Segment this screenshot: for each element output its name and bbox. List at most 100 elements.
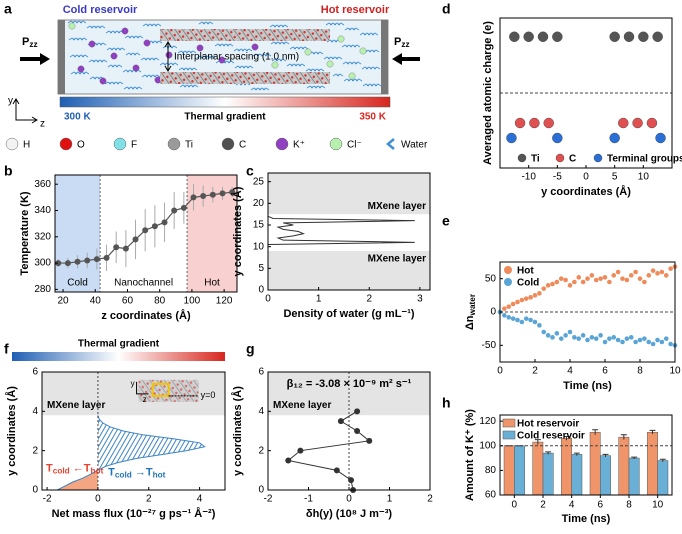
point <box>354 428 361 434</box>
label: Thermal gradient <box>184 112 266 123</box>
point <box>572 335 577 340</box>
point <box>668 266 673 271</box>
y-tick-label: 60 <box>485 490 497 501</box>
x-tick-label: 0 <box>95 494 101 505</box>
y-tick-label: 0 <box>258 285 264 296</box>
x-tick-label: 2 <box>366 294 372 305</box>
legend-marker <box>5 137 19 151</box>
x-tick-label: 0 <box>346 494 352 505</box>
point <box>642 279 647 285</box>
annotation-part: cold <box>53 467 70 476</box>
point <box>93 256 100 263</box>
point <box>580 279 586 285</box>
point <box>209 191 216 198</box>
point <box>502 306 507 311</box>
water-molecule <box>279 58 287 62</box>
water-molecule <box>99 42 107 46</box>
point <box>598 333 603 338</box>
point <box>200 193 207 200</box>
y-tick-label: 120 <box>479 416 496 427</box>
point <box>638 31 649 42</box>
point <box>506 132 517 144</box>
x-tick-label: -5 <box>553 172 562 183</box>
label: Cl⁻ <box>347 140 362 151</box>
water-molecule <box>301 46 309 50</box>
inset-axes <box>136 381 149 395</box>
bar <box>561 438 572 496</box>
point <box>637 276 643 281</box>
point <box>663 336 669 341</box>
x-tick-label: 10 <box>669 366 681 377</box>
ion <box>99 77 107 85</box>
plot-frame <box>499 414 673 496</box>
error-bar <box>592 429 599 435</box>
point <box>219 190 226 197</box>
y-tick-label: 0 <box>490 307 496 318</box>
point <box>333 467 340 474</box>
point <box>611 273 617 278</box>
point <box>552 132 563 144</box>
label: z <box>40 119 45 130</box>
y-tick-label: -50 <box>482 340 497 351</box>
x-tick-label: 1 <box>316 294 322 305</box>
point <box>580 333 586 338</box>
point <box>74 258 81 265</box>
point <box>190 194 197 201</box>
point <box>624 277 630 283</box>
point <box>589 335 595 340</box>
ion <box>77 65 85 73</box>
panel-label: h <box>442 395 451 411</box>
point <box>633 269 638 275</box>
water-molecule <box>282 41 290 45</box>
plot-frame <box>267 172 431 291</box>
point <box>543 117 554 129</box>
point <box>609 31 620 42</box>
label: O <box>77 140 85 151</box>
bar <box>542 452 554 496</box>
point <box>337 418 344 425</box>
label: Pzz <box>22 36 38 49</box>
x-axis-label: δh(y) (10⁸ J m⁻³) <box>306 508 392 520</box>
point <box>637 337 643 343</box>
x-axis-label: Time (ns) <box>563 380 612 392</box>
ion <box>143 39 151 47</box>
water-molecule <box>136 35 144 39</box>
point <box>593 277 599 283</box>
point <box>567 329 573 335</box>
label: H <box>23 140 30 151</box>
point <box>558 276 564 281</box>
water-molecule <box>190 67 198 71</box>
annotation: Tcold →Thot <box>108 466 166 479</box>
region <box>100 175 188 292</box>
bar <box>657 460 669 496</box>
x-axis-label: Net mass flux (10⁻²⁷ g ps⁻¹ Å⁻²) <box>52 507 216 520</box>
ion <box>132 64 140 72</box>
point <box>550 281 555 287</box>
point <box>659 339 665 345</box>
water-molecule <box>191 84 199 88</box>
point <box>646 117 658 129</box>
label: K⁺ <box>293 140 305 151</box>
x-tick-label: 10 <box>638 172 650 183</box>
y-tick-label: 100 <box>479 440 496 451</box>
point <box>519 319 525 325</box>
point <box>655 271 660 276</box>
point <box>602 275 608 280</box>
water-molecule <box>246 65 254 69</box>
point <box>519 297 525 303</box>
label: Thermal gradient <box>78 339 160 350</box>
y-axis-label: Amount of K⁺ (%) <box>464 409 476 501</box>
water-molecule <box>316 51 324 55</box>
label-part: zz <box>29 40 37 49</box>
label: 350 K <box>359 112 386 123</box>
label: y <box>8 96 13 107</box>
x-tick-label: 4 <box>197 494 203 505</box>
ion <box>218 56 226 64</box>
label: y=0 <box>201 390 216 400</box>
bar <box>503 445 515 496</box>
gradient-bar <box>59 96 391 108</box>
point <box>122 245 129 252</box>
x-tick-label: 0 <box>512 500 518 511</box>
mxene-layer <box>160 72 330 84</box>
point <box>285 457 292 464</box>
